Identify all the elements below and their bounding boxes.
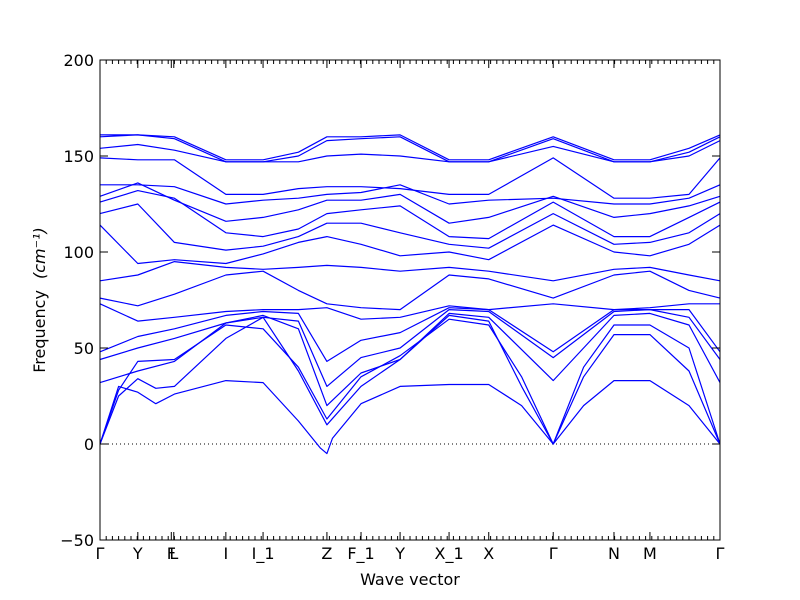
x-tick-label: Z: [321, 544, 332, 563]
band-13: [99, 182, 721, 224]
x-tick-label: I_1: [252, 544, 275, 564]
x-tick-label: F: [167, 544, 176, 563]
band-3: [99, 318, 721, 445]
band-9: [99, 261, 721, 282]
band-4: [99, 312, 721, 407]
y-tick-label: 0: [84, 435, 94, 454]
y-tick-label: 150: [63, 147, 94, 166]
band-6: [99, 307, 721, 362]
band-1: [99, 380, 721, 455]
band-11: [99, 203, 721, 251]
band-12: [99, 190, 721, 240]
y-axis-label: Frequency (cm⁻¹): [30, 227, 49, 372]
y-tick-label: 50: [74, 339, 94, 358]
band-17: [99, 134, 721, 163]
y-tick-label: −50: [60, 531, 94, 550]
band-14: [100, 184, 721, 205]
x-tick-label: I: [224, 544, 229, 563]
x-tick-label: X_1: [434, 544, 463, 564]
x-axis-label: Wave vector: [360, 570, 460, 589]
y-axis-ticks: −50 0 50 100 150 200: [60, 51, 720, 550]
y-axis-label-text: Frequency: [30, 290, 49, 373]
minor-tick-marks: [99, 60, 721, 540]
x-tick-label: M: [643, 544, 657, 563]
band-18: [100, 134, 721, 161]
y-tick-label: 100: [63, 243, 94, 262]
band-15: [99, 157, 721, 199]
band-2: [99, 314, 721, 445]
band-5: [99, 309, 721, 387]
x-tick-label: L: [169, 544, 178, 563]
x-tick-label: X: [483, 544, 494, 563]
x-tick-label: Γ: [549, 544, 558, 563]
band-8: [99, 270, 721, 311]
x-tick-label: Γ: [716, 544, 725, 563]
band-lines: [99, 134, 721, 455]
plot-frame: [99, 59, 721, 541]
x-tick-label: Y: [394, 544, 405, 563]
band-7: [99, 303, 720, 322]
y-tick-label: 200: [63, 51, 94, 70]
x-tick-label: F_1: [347, 544, 374, 564]
plot-background: [100, 60, 720, 540]
y-axis-label-unit: (cm⁻¹): [30, 227, 49, 279]
x-axis-ticks: Γ Y FL I I_1 Z F_1 Y X_1 X Γ N M Γ: [96, 60, 725, 564]
x-tick-label: Y: [132, 544, 143, 563]
x-tick-label: Γ: [96, 544, 105, 563]
band-10: [99, 224, 721, 265]
x-tick-label: N: [608, 544, 620, 563]
